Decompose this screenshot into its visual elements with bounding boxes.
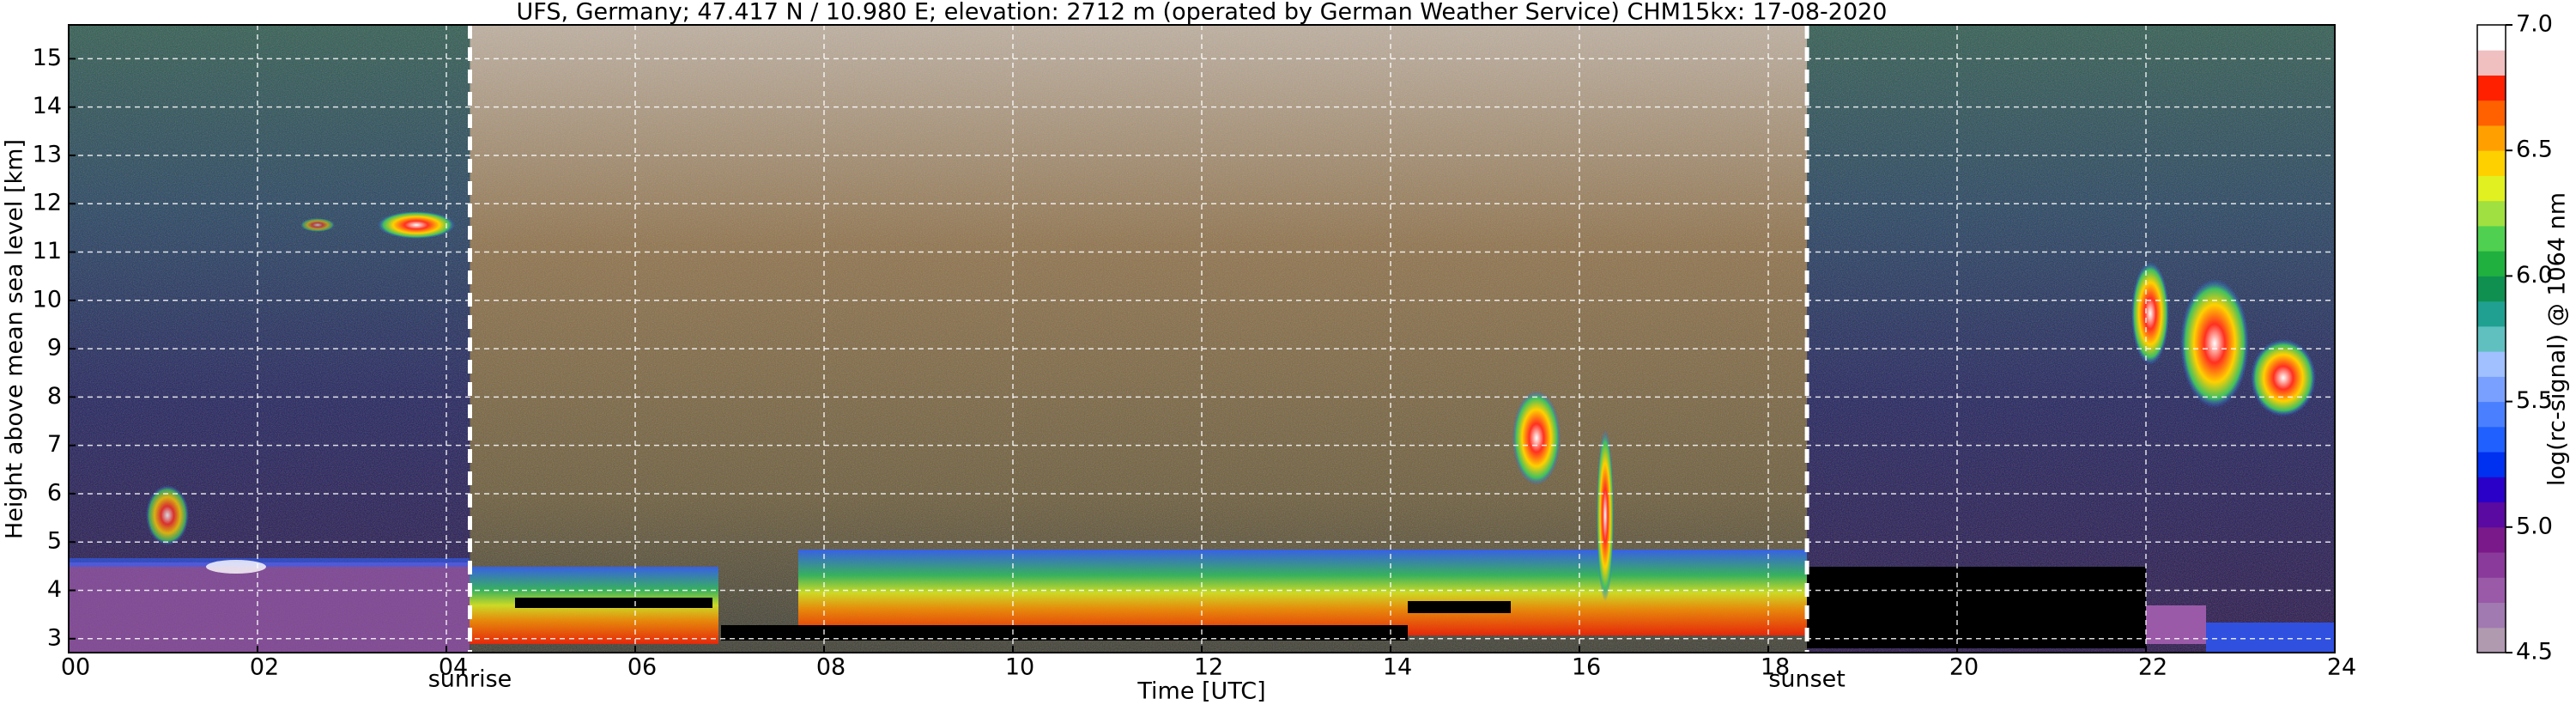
cloud: [300, 218, 335, 232]
colorbar-band: [2477, 627, 2506, 653]
colorbar-band: [2477, 276, 2506, 302]
y-tick-label: 14: [33, 93, 62, 119]
colorbar-band: [2477, 25, 2506, 51]
colorbar-frame: [2476, 24, 2506, 653]
y-tick-label: 4: [47, 576, 62, 603]
colorbar-band: [2477, 577, 2506, 604]
boundary-layer: [2146, 605, 2206, 644]
aerosol-edge: [515, 598, 712, 608]
boundary-layer: [2206, 623, 2335, 653]
night-low-signal: [1807, 567, 2146, 648]
aerosol-edge: [1408, 601, 1511, 613]
colorbar-tick-label: 6.0: [2516, 262, 2553, 289]
colorbar-band: [2477, 526, 2506, 553]
axes: 00 02 04 06 08 10 12 14 16 18 20 22 24 3 4 5 6 7 8 9 10 11 12 1…: [33, 11, 2553, 693]
x-tick-label: 10: [1005, 654, 1034, 681]
y-tick-label: 7: [47, 431, 62, 458]
colorbar-band: [2477, 376, 2506, 403]
colorbar-band: [2477, 477, 2506, 503]
cloud: [2251, 339, 2316, 416]
colorbar-band: [2477, 452, 2506, 477]
aerosol-edge: [721, 625, 1408, 641]
colorbar-band: [2477, 100, 2506, 126]
boundary-layer-top: [69, 558, 470, 567]
y-tick-label: 15: [33, 45, 62, 71]
chart-title: UFS, Germany; 47.417 N / 10.980 E; eleva…: [517, 0, 1888, 26]
x-tick-label: 22: [2138, 654, 2167, 681]
cloud: [2180, 279, 2249, 408]
colorbar-tick-label: 5.5: [2516, 387, 2553, 414]
colorbar-band: [2477, 200, 2506, 227]
cloud: [1597, 429, 1614, 601]
colorbar-tick-label: 4.5: [2516, 639, 2553, 665]
y-tick-label: 9: [47, 335, 62, 362]
x-tick-label: 06: [627, 654, 657, 681]
colorbar-band: [2477, 175, 2506, 202]
colorbar-band: [2477, 225, 2506, 252]
y-tick-label: 3: [47, 624, 62, 651]
cloud: [2131, 262, 2169, 365]
cloud: [146, 485, 189, 545]
colorbar-band: [2477, 251, 2506, 276]
cloud: [378, 211, 455, 239]
y-tick-label: 8: [47, 383, 62, 410]
y-tick-label: 11: [33, 238, 62, 264]
y-tick-label: 12: [33, 190, 62, 216]
x-tick-label: 16: [1572, 654, 1601, 681]
x-tick-label: 14: [1383, 654, 1412, 681]
aerosol-layer: [798, 550, 1807, 635]
y-axis-label: Height above mean sea level [km]: [2, 139, 28, 539]
colorbar-band: [2477, 150, 2506, 176]
y-tick-label: 10: [33, 286, 62, 313]
colorbar-band: [2477, 50, 2506, 76]
colorbar-band: [2477, 602, 2506, 629]
x-axis-label: Time [UTC]: [1136, 678, 1265, 705]
colorbar-tick-label: 7.0: [2516, 11, 2553, 38]
boundary-layer: [69, 562, 470, 653]
colorbar-band: [2477, 125, 2506, 151]
x-tick-label: 02: [250, 654, 279, 681]
x-tick-label: 24: [2327, 654, 2356, 681]
plot-frame: [68, 24, 2336, 653]
y-tick-label: 5: [47, 528, 62, 555]
x-tick-label: 20: [1949, 654, 1979, 681]
x-tick-label: 12: [1194, 654, 1223, 681]
colorbar-tick-label: 5.0: [2516, 513, 2553, 539]
x-tick-label: 04: [439, 654, 468, 681]
annotation-label: sunset: [1768, 666, 1846, 693]
colorbar-band: [2477, 401, 2506, 428]
colorbar-band: [2477, 501, 2506, 528]
colorbar-band: [2477, 325, 2506, 352]
colorbar-band: [2477, 552, 2506, 578]
colorbar-label: log(rc-signal) @ 1064 nm: [2544, 192, 2571, 486]
y-tick-label: 6: [47, 479, 62, 506]
x-tick-label: 00: [61, 654, 90, 681]
annotation-label: sunrise: [428, 666, 512, 693]
x-tick-label: 18: [1761, 654, 1790, 681]
colorbar-tick-label: 6.5: [2516, 137, 2553, 163]
cloud: [1512, 391, 1561, 485]
cloud: [206, 560, 266, 574]
colorbar-band: [2477, 301, 2506, 327]
colorbar-band: [2477, 351, 2506, 377]
x-tick-label: 08: [816, 654, 846, 681]
colorbar-band: [2477, 426, 2506, 453]
colorbar-band: [2477, 75, 2506, 101]
y-tick-label: 13: [33, 141, 62, 167]
